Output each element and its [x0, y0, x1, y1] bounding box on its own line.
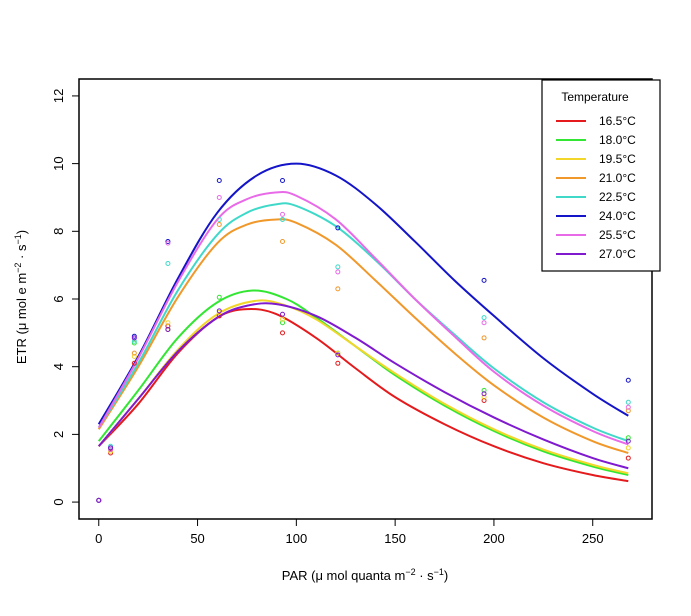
legend-label: 18.0°C: [599, 133, 636, 147]
data-point-series-3: [216, 222, 222, 228]
data-point-series-7: [131, 335, 137, 341]
y-tick-label: 12: [51, 89, 66, 103]
y-axis: 0 2 4 6 8 10 12: [51, 89, 80, 506]
y-tick-label: 8: [51, 228, 66, 235]
data-point-series-4: [131, 338, 137, 344]
data-point-series-2: [280, 316, 286, 322]
data-point-series-7: [216, 308, 222, 314]
fit-line-series-6: [97, 191, 629, 446]
legend-label: 21.0°C: [599, 171, 636, 185]
data-point-series-3: [131, 350, 137, 356]
data-point-series-0: [335, 360, 341, 366]
data-point-series-4: [165, 260, 171, 266]
data-point-series-2: [108, 448, 114, 454]
legend-title: Temperature: [561, 90, 629, 104]
data-point-series-1: [280, 320, 286, 326]
x-tick-label: 200: [483, 531, 505, 546]
data-point-series-7: [625, 438, 631, 444]
data-point-series-6: [216, 194, 222, 200]
data-point-series-2: [625, 445, 631, 451]
data-point-series-2: [481, 394, 487, 400]
data-point-series-7: [481, 391, 487, 397]
legend-items: 16.5°C 18.0°C 19.5°C 21.0°C 22.5°C 24.0°C 25.5…: [556, 114, 636, 261]
data-point-series-5: [481, 277, 487, 283]
data-point-series-2: [165, 320, 171, 326]
data-point-series-5: [625, 377, 631, 383]
legend-label: 27.0°C: [599, 247, 636, 261]
data-point-series-3: [335, 286, 341, 292]
data-point-series-0: [625, 455, 631, 461]
data-point-series-3: [625, 408, 631, 414]
data-point-series-4: [280, 216, 286, 222]
data-point-series-7: [165, 326, 171, 332]
y-tick-label: 0: [51, 498, 66, 505]
data-point-series-1: [625, 435, 631, 441]
x-tick-label: 0: [95, 531, 102, 546]
fit-line-series-3: [97, 218, 629, 454]
data-point-series-7: [280, 311, 286, 317]
data-point-series-4: [108, 443, 114, 449]
data-point-series-5: [216, 178, 222, 184]
data-point-series-6: [625, 404, 631, 410]
data-point-series-1: [216, 294, 222, 300]
fit-line-series-5: [97, 162, 629, 425]
data-point-series-4: [481, 315, 487, 321]
fit-line-series-7: [97, 302, 629, 470]
legend-label: 22.5°C: [599, 190, 636, 204]
data-point-series-0: [131, 360, 137, 366]
legend-label: 24.0°C: [599, 209, 636, 223]
data-point-series-3: [280, 238, 286, 244]
x-tick-label: 250: [582, 531, 604, 546]
fit-line-series-2: [97, 299, 629, 475]
data-point-series-0: [108, 450, 114, 456]
data-point-series-2: [131, 354, 137, 360]
data-point-series-2: [335, 350, 341, 356]
data-point-series-5: [335, 225, 341, 231]
data-point-series-5: [131, 333, 137, 339]
data-point-series-1: [481, 387, 487, 393]
y-tick-label: 2: [51, 431, 66, 438]
y-axis-label: ETR (μ mol e m−2 · s−1): [13, 230, 29, 364]
x-tick-label: 50: [190, 531, 204, 546]
legend-box: [541, 79, 661, 272]
data-point-series-7: [96, 497, 102, 503]
data-point-series-2: [216, 310, 222, 316]
data-point-series-0: [165, 323, 171, 329]
data-point-series-0: [216, 313, 222, 319]
observed-points: [96, 178, 631, 503]
data-point-series-0: [280, 330, 286, 336]
data-point-series-0: [481, 398, 487, 404]
x-axis: 0 50 100 150 200 250: [95, 518, 604, 546]
data-point-series-6: [165, 240, 171, 246]
data-point-series-6: [481, 320, 487, 326]
data-point-series-6: [108, 447, 114, 453]
data-point-series-7: [108, 445, 114, 451]
data-point-series-4: [335, 264, 341, 270]
data-point-series-3: [481, 335, 487, 341]
fit-line-series-0: [98, 308, 629, 483]
data-point-series-4: [625, 399, 631, 405]
y-tick-label: 4: [51, 363, 66, 370]
legend-label: 25.5°C: [599, 228, 636, 242]
data-point-series-6: [335, 269, 341, 275]
data-point-series-7: [335, 352, 341, 358]
data-point-series-5: [280, 178, 286, 184]
x-tick-label: 100: [285, 531, 307, 546]
fit-line-series-4: [97, 202, 629, 443]
data-point-series-1: [131, 340, 137, 346]
fit-line-series-1: [97, 289, 629, 476]
x-axis-label: PAR (μ mol quanta m−2 · s−1): [282, 567, 449, 583]
legend-label: 16.5°C: [599, 114, 636, 128]
fit-curves: [97, 162, 629, 483]
data-point-series-5: [165, 238, 171, 244]
data-point-series-6: [280, 211, 286, 217]
legend: Temperature 16.5°C 18.0°C 19.5°C 21.0°C 22.5…: [541, 79, 661, 272]
y-tick-label: 6: [51, 295, 66, 302]
x-tick-label: 150: [384, 531, 406, 546]
y-tick-label: 10: [51, 156, 66, 170]
legend-label: 19.5°C: [599, 152, 636, 166]
data-point-series-4: [216, 216, 222, 222]
